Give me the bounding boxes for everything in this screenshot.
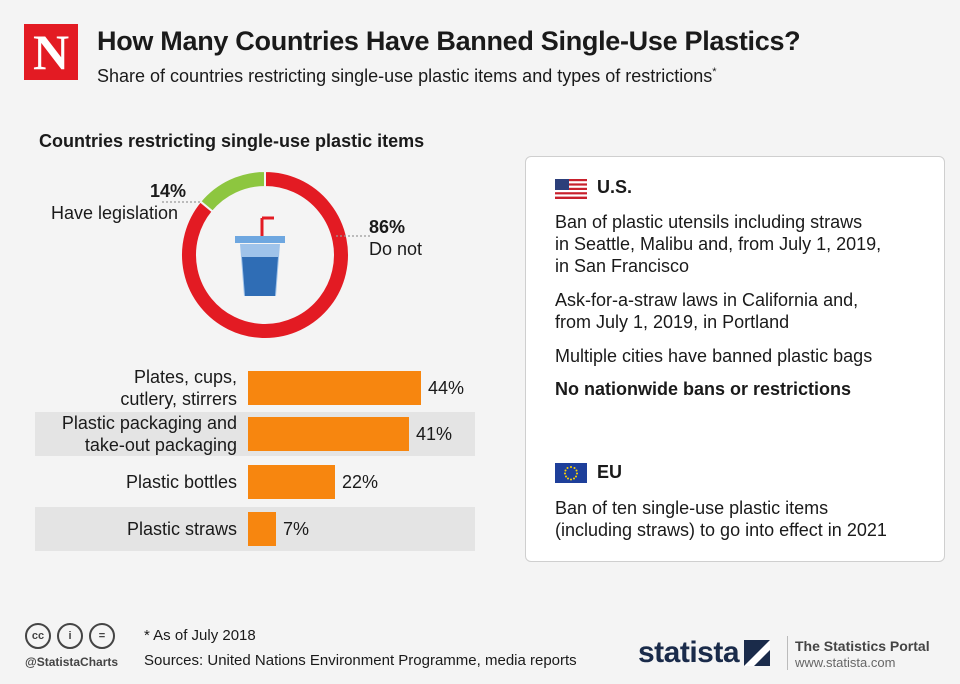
subtitle-footnote-mark: * — [712, 66, 717, 78]
legislation-label: Have legislation — [51, 203, 179, 223]
sources: Sources: United Nations Environment Prog… — [144, 652, 577, 669]
bar-row: Plates, cups, cutlery, stirrers 44% — [35, 366, 475, 410]
statista-logo-icon — [744, 640, 770, 666]
us-region-label: U.S. — [597, 177, 633, 197]
eu-ban-text: Ban of ten single-use plastic items (inc… — [555, 498, 887, 540]
footer-divider — [787, 636, 788, 670]
us-flag-icon — [555, 179, 587, 199]
us-utensil-ban-text: Ban of plastic utensils including straws… — [555, 212, 882, 276]
legislation-percent: 14% — [150, 181, 187, 201]
eu-flag-icon — [555, 463, 587, 483]
bar — [248, 512, 276, 546]
chart-title: How Many Countries Have Banned Single-Us… — [97, 26, 801, 56]
bar-row: Plastic straws 7% — [35, 507, 475, 551]
donut-chart — [160, 169, 370, 340]
bar-category-label: Plastic bottles — [125, 472, 237, 492]
donut-slice-have-legislation — [198, 169, 266, 214]
bar — [248, 417, 409, 451]
us-no-nationwide-text: No nationwide bans or restrictions — [555, 379, 852, 399]
bar-category-label: Plastic packaging and take-out packaging — [61, 413, 237, 455]
donut-slices — [180, 169, 350, 340]
statista-charts-handle: @StatistaCharts — [25, 655, 119, 669]
license-icons: cc i = — [25, 623, 115, 649]
statista-logo-text[interactable]: statista — [638, 636, 740, 669]
donut-slice-do-not — [180, 169, 350, 340]
bar-category-label: Plastic straws — [126, 519, 237, 539]
bar — [248, 465, 335, 499]
bar — [248, 371, 421, 405]
bar-value-label: 22% — [342, 471, 379, 492]
us-straw-law-text: Ask-for-a-straw laws in California and, … — [555, 290, 859, 332]
chart-subtitle: Share of countries restricting single-us… — [97, 66, 717, 87]
eu-region-label: EU — [597, 462, 623, 482]
info-panel: U.S. Ban of plastic utensils including s… — [525, 156, 945, 562]
bar-row: Plastic packaging and take-out packaging 4… — [35, 412, 475, 456]
us-bag-ban-text: Multiple cities have banned plastic bags — [555, 346, 873, 366]
portal-title: The Statistics Portal — [795, 638, 930, 654]
bar-value-label: 41% — [416, 423, 453, 444]
do-not-label: Do not — [369, 239, 423, 259]
donut-section-title: Countries restricting single-use plastic… — [39, 131, 425, 151]
bar-value-label: 7% — [283, 518, 310, 539]
subtitle-text: Share of countries restricting single-us… — [97, 66, 713, 86]
bar-value-label: 44% — [428, 377, 465, 398]
creative-commons-icon: cc — [25, 623, 51, 649]
bar-row: Plastic bottles 22% — [35, 460, 475, 504]
bar-category-label: Plates, cups, cutlery, stirrers — [120, 367, 237, 409]
plastic-cup-icon — [235, 216, 285, 296]
portal-url[interactable]: www.statista.com — [795, 655, 896, 670]
newsweek-logo: N — [24, 24, 78, 80]
attribution-icon: i — [57, 623, 83, 649]
do-not-percent: 86% — [369, 217, 406, 237]
no-derivatives-icon: = — [89, 623, 115, 649]
footnote: * As of July 2018 — [144, 627, 256, 644]
